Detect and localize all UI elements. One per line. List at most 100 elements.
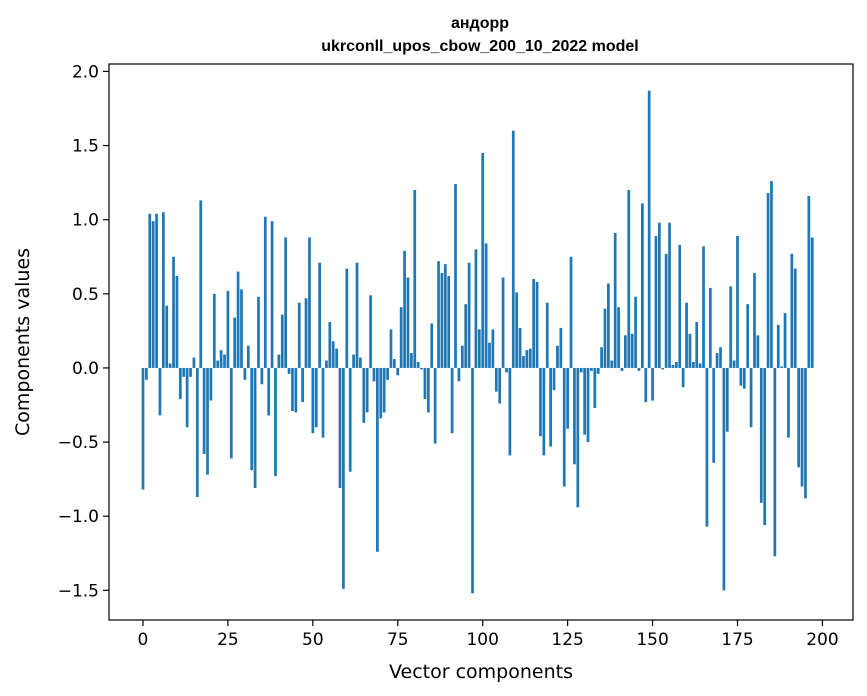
bars-group: [141, 90, 814, 594]
bar: [637, 367, 641, 371]
bar: [678, 244, 682, 368]
bar: [759, 367, 763, 503]
bar: [525, 350, 529, 368]
bar: [359, 357, 362, 368]
x-tick-label: 175: [721, 630, 753, 650]
bar: [681, 367, 685, 388]
bar: [382, 367, 386, 413]
bar: [559, 327, 563, 368]
x-tick-label: 125: [551, 630, 583, 650]
bar: [773, 367, 777, 557]
bar: [396, 367, 400, 376]
bar: [168, 363, 172, 368]
bar: [311, 367, 315, 434]
x-axis: 0 25 50 75 100 125 150 175 200: [138, 620, 839, 650]
bar: [668, 222, 671, 368]
y-tick-label: 0.5: [72, 285, 99, 305]
bar: [403, 250, 406, 368]
y-tick-label: 0.0: [72, 359, 99, 379]
bar: [583, 367, 586, 435]
bar: [328, 321, 332, 368]
y-tick-label: 2.0: [72, 62, 99, 82]
bar: [464, 304, 468, 368]
bar: [736, 235, 739, 368]
bar: [753, 273, 756, 368]
bar: [603, 308, 607, 368]
bar: [624, 335, 627, 368]
bar: [291, 367, 294, 411]
bar: [223, 354, 226, 368]
bar: [342, 367, 345, 589]
bar: [698, 363, 702, 368]
bar: [206, 367, 209, 475]
bar: [685, 302, 688, 368]
bar: [362, 367, 366, 423]
bar: [182, 367, 186, 377]
bar: [314, 367, 318, 428]
bar: [797, 367, 800, 468]
bar: [416, 362, 420, 368]
bar: [522, 356, 525, 368]
bar: [365, 367, 369, 413]
bar: [189, 367, 192, 377]
bar: [145, 367, 148, 380]
bar: [627, 190, 631, 368]
bar: [654, 235, 658, 368]
bar: [297, 302, 301, 368]
bar: [613, 233, 617, 368]
bar: [671, 364, 675, 368]
bar: [467, 262, 471, 368]
bar: [406, 277, 410, 368]
bar: [590, 367, 593, 371]
bar: [630, 333, 634, 368]
bar: [542, 367, 546, 456]
bar: [722, 367, 726, 591]
bar: [705, 367, 709, 527]
bar: [688, 333, 692, 368]
y-tick-label: −1.0: [58, 507, 99, 527]
bar: [607, 283, 610, 368]
bar: [192, 357, 196, 368]
bar: [545, 302, 549, 368]
y-tick-label: 1.0: [72, 211, 99, 231]
bar: [739, 367, 743, 386]
bar: [481, 152, 485, 368]
bar: [787, 367, 790, 438]
bar: [376, 367, 379, 552]
bar: [226, 290, 230, 368]
bar: [746, 304, 750, 368]
bar: [732, 360, 736, 368]
bar: [240, 289, 243, 368]
bar: [229, 367, 233, 459]
bar: [620, 367, 624, 371]
bar: [532, 278, 536, 368]
x-tick-label: 75: [387, 630, 409, 650]
bar: [556, 345, 559, 368]
bar: [175, 276, 179, 368]
y-tick-label: 1.5: [72, 137, 99, 157]
bar: [695, 321, 699, 368]
chart-subtitle: ukrconll_upos_cbow_200_10_2022 model: [321, 38, 638, 55]
bar: [742, 367, 746, 389]
bar: [641, 203, 644, 368]
bar: [658, 222, 661, 368]
bar: [457, 367, 461, 382]
bar: [508, 367, 512, 456]
bar: [494, 367, 498, 392]
bar: [770, 181, 773, 368]
plot-frame: [108, 63, 854, 621]
bar: [586, 367, 590, 443]
bar: [246, 345, 250, 368]
bar: [776, 324, 780, 368]
bar: [148, 213, 152, 368]
bar: [420, 367, 423, 370]
bar: [708, 287, 712, 368]
bar: [447, 276, 451, 368]
bar: [715, 353, 719, 368]
bar: [501, 277, 505, 368]
bar: [454, 184, 457, 368]
bar: [287, 367, 291, 374]
bar: [212, 293, 216, 368]
x-tick-label: 100: [466, 630, 498, 650]
bar: [393, 359, 396, 368]
